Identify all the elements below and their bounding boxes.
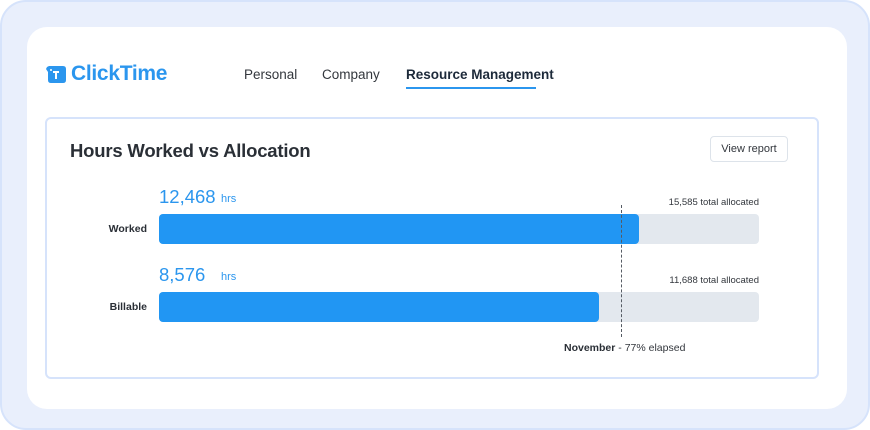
worked-bar-track <box>159 214 759 244</box>
elapsed-label: November - 77% elapsed <box>564 342 685 354</box>
billable-bar-fill <box>159 292 599 322</box>
elapsed-month: November <box>564 342 616 354</box>
nav-resource-management[interactable]: Resource Management <box>406 67 554 82</box>
hours-panel: Hours Worked vs Allocation View report 1… <box>45 117 819 379</box>
worked-label: Worked <box>108 223 147 235</box>
billable-label: Billable <box>109 301 147 313</box>
nav-company[interactable]: Company <box>322 67 380 82</box>
worked-allocated: 15,585 total allocated <box>668 197 759 208</box>
billable-value: 8,576 <box>159 264 206 285</box>
view-report-button[interactable]: View report <box>710 136 788 162</box>
worked-unit: hrs <box>221 193 237 205</box>
logo-text: ClickTime <box>71 62 168 85</box>
worked-value: 12,468 <box>159 186 216 207</box>
panel-title: Hours Worked vs Allocation <box>70 140 311 161</box>
elapsed-percent-text: - 77% elapsed <box>615 342 686 354</box>
clicktime-logo-icon <box>46 66 66 83</box>
active-tab-underline <box>406 87 536 89</box>
billable-bar-track <box>159 292 759 322</box>
billable-unit: hrs <box>221 271 237 283</box>
elapsed-marker-line <box>621 205 622 337</box>
nav-personal[interactable]: Personal <box>244 67 298 82</box>
billable-allocated: 11,688 total allocated <box>669 275 759 286</box>
main-card: ClickTime Personal Company Resource Mana… <box>27 27 847 409</box>
clicktime-logo[interactable]: ClickTime <box>45 62 167 86</box>
worked-bar-fill <box>159 214 639 244</box>
